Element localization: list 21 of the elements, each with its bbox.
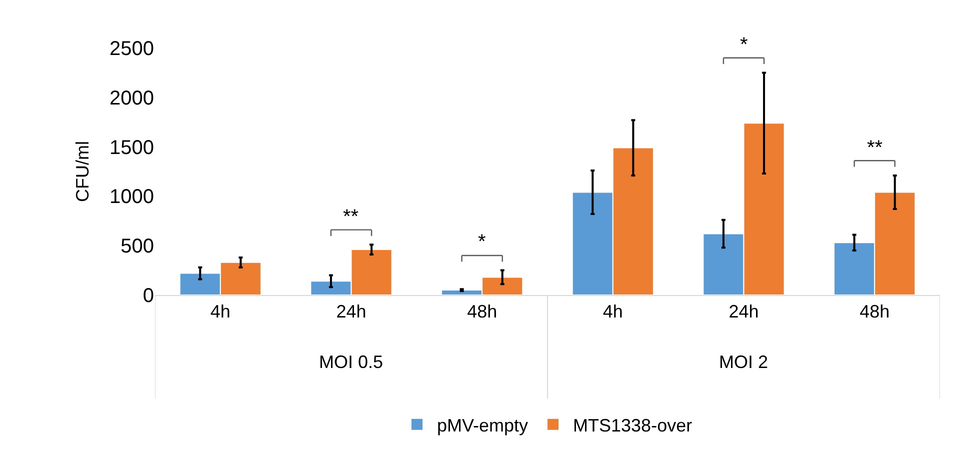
- x-tick-label: 48h: [467, 302, 498, 322]
- x-tick-label: 4h: [210, 302, 230, 322]
- y-tick-label: 1500: [110, 136, 154, 159]
- y-tick-label: 2500: [110, 38, 154, 60]
- y-tick-label: 0: [142, 285, 154, 307]
- annotation: *: [740, 34, 748, 56]
- text: MOI 2: [719, 352, 768, 372]
- y-tick-label: 1000: [110, 186, 154, 208]
- y-axis-title: CFU/ml: [72, 141, 93, 202]
- annotation: **: [343, 206, 359, 228]
- y-tick-label: 2000: [110, 87, 154, 110]
- x-tick-label: 24h: [728, 302, 759, 322]
- x-tick-label: 24h: [336, 302, 366, 322]
- x-tick-label: 48h: [860, 302, 890, 322]
- x-tick-label: 4h: [602, 302, 623, 322]
- legend-label: MTS1338-over: [573, 415, 692, 436]
- annotation: *: [478, 231, 486, 253]
- annotation: **: [867, 137, 883, 159]
- y-tick-label: 500: [120, 236, 154, 258]
- legend-label: pMV-empty: [437, 415, 528, 436]
- text: MOI 0.5: [319, 352, 384, 372]
